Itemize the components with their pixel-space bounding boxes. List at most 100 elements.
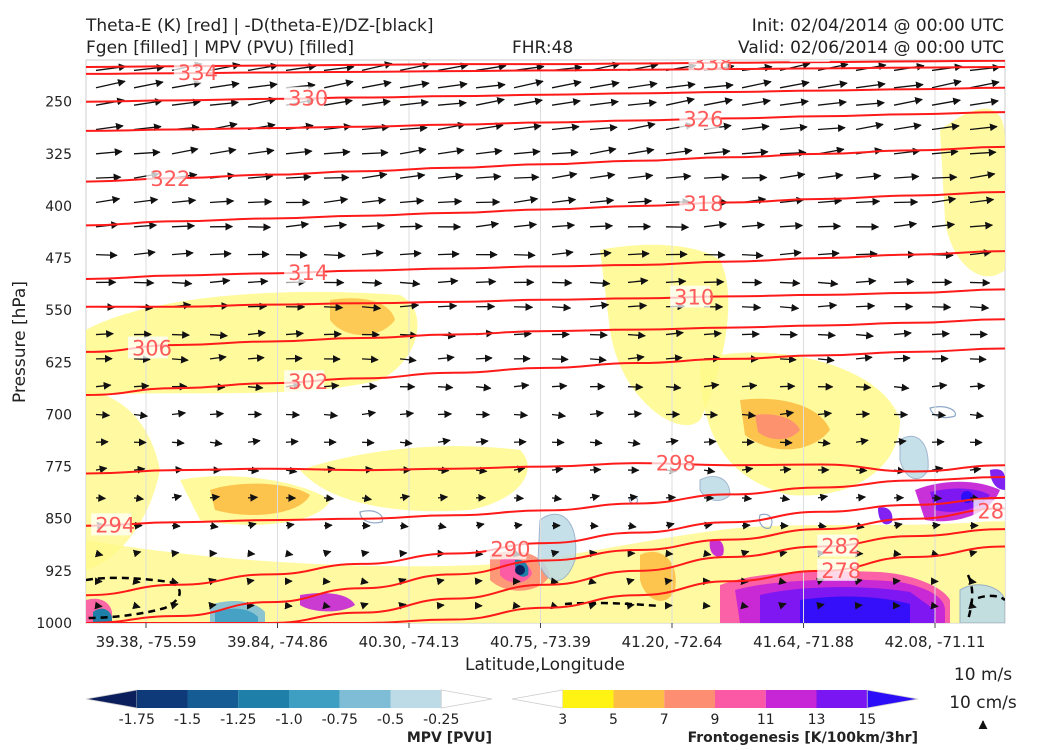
wind-vector	[399, 438, 413, 447]
wind-vector	[247, 437, 261, 446]
wind-vector	[627, 331, 646, 340]
wind-vector	[703, 221, 728, 229]
colorbar-swatch	[136, 690, 188, 708]
wind-vector	[855, 250, 878, 259]
y-tick-label: 700	[45, 407, 72, 423]
theta-e-label-bg	[973, 499, 1005, 522]
theta-e-label-bg	[789, 60, 830, 62]
colorbar-extend-max	[866, 689, 919, 709]
theta-e-label: 302	[288, 370, 328, 394]
wind-vector	[551, 98, 581, 106]
wind-vector	[247, 329, 266, 338]
wind-vector	[437, 437, 451, 446]
wind-vector	[437, 147, 465, 155]
wind-vector	[702, 601, 711, 610]
wind-vector	[665, 549, 674, 558]
wind-vector	[931, 122, 960, 131]
wind-vector	[95, 79, 126, 89]
wind-vector	[133, 221, 158, 230]
colorbar-swatch	[289, 690, 340, 708]
colorbar-swatch	[715, 690, 766, 708]
colorbar-swatch	[664, 690, 715, 708]
wind-vector	[513, 173, 540, 182]
wind-vector	[475, 383, 492, 392]
y-tick-label: 775	[45, 460, 72, 476]
theta-e-label: 286	[977, 499, 1017, 523]
wind-vector	[817, 438, 831, 447]
wind-vector	[817, 409, 833, 418]
frontogenesis-colorbar-label: Frontogenesis [K/100km/3hr]	[688, 730, 918, 746]
forecast-hour: FHR:48	[512, 38, 573, 58]
wind-vector	[893, 437, 907, 446]
wind-vector	[361, 303, 382, 312]
wind-vector	[171, 355, 189, 364]
wind-vector	[893, 81, 924, 90]
wind-vector	[361, 494, 373, 503]
wind-vector	[931, 173, 958, 182]
wind-vector	[627, 353, 645, 362]
wind-vector	[627, 277, 649, 286]
wind-vector	[285, 147, 313, 156]
wind-vector	[665, 329, 684, 338]
colorbar-tick-label: 13	[808, 712, 826, 728]
wind-vector	[741, 79, 772, 89]
wind-vector	[95, 438, 109, 446]
wind-vector	[703, 278, 725, 286]
wind-vector	[779, 123, 808, 132]
wind-vector	[133, 494, 145, 503]
theta-e-line	[86, 496, 1005, 597]
wind-vector	[703, 410, 719, 419]
y-tick-label: 550	[45, 303, 72, 319]
colorbar-swatch	[816, 690, 868, 708]
theta-e-label-bg	[817, 558, 858, 581]
colorbar-tick-label: -0.25	[423, 712, 459, 728]
wind-vector	[475, 437, 489, 446]
wind-vector	[208, 601, 217, 610]
wind-vector	[437, 277, 459, 286]
wind-vector	[247, 521, 257, 530]
wind-vector	[361, 249, 384, 258]
wind-vector	[817, 80, 848, 89]
wind-vector	[513, 122, 542, 131]
wind-vector	[931, 303, 952, 311]
x-tick-label: 41.64, -71.88	[753, 633, 854, 651]
wind-vector	[399, 493, 411, 502]
theta-e-line	[86, 86, 1005, 103]
wind-vector	[399, 249, 422, 258]
wind-vector	[284, 601, 293, 610]
theta-e-label-bg	[688, 60, 729, 74]
wind-vector	[589, 171, 616, 180]
wind-vector	[741, 382, 758, 390]
wind-vector	[475, 354, 493, 363]
wind-vector	[322, 549, 332, 558]
wind-vector	[855, 121, 884, 131]
wind-vector	[513, 97, 543, 106]
wind-vector	[437, 250, 460, 259]
wind-vector	[322, 577, 331, 586]
wind-vector	[854, 601, 863, 610]
lapse-rate-contours	[86, 574, 1005, 621]
wind-vector	[931, 97, 961, 106]
wind-vector	[285, 438, 299, 446]
wind-vector	[931, 465, 944, 474]
wind-vector	[779, 303, 800, 312]
y-tick-label: 850	[45, 512, 72, 528]
theta-e-label: 338	[693, 51, 733, 75]
wind-vector	[589, 493, 601, 502]
colorbar-tick-label: -1.0	[275, 712, 302, 728]
wind-vector	[551, 382, 568, 391]
wind-vector	[741, 97, 771, 106]
wind-vector	[930, 601, 939, 610]
wind-vector	[475, 62, 507, 72]
wind-vector	[323, 303, 344, 312]
wind-vector	[931, 79, 962, 89]
wind-vector	[703, 147, 731, 156]
wind-vector	[741, 521, 751, 530]
wind-vector	[513, 221, 538, 230]
wind-vector	[589, 123, 618, 132]
wind-vector	[399, 80, 430, 89]
wind-vector	[589, 330, 608, 339]
colorbar-tick-label: -1.25	[220, 712, 256, 728]
theta-e-label: 278	[821, 559, 861, 583]
